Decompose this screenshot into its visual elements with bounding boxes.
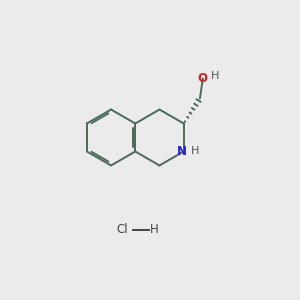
Text: Cl: Cl — [116, 223, 128, 236]
Text: H: H — [211, 70, 219, 80]
Text: N: N — [177, 145, 187, 158]
Text: H: H — [150, 223, 159, 236]
Text: H: H — [191, 146, 199, 157]
Text: O: O — [198, 72, 208, 85]
